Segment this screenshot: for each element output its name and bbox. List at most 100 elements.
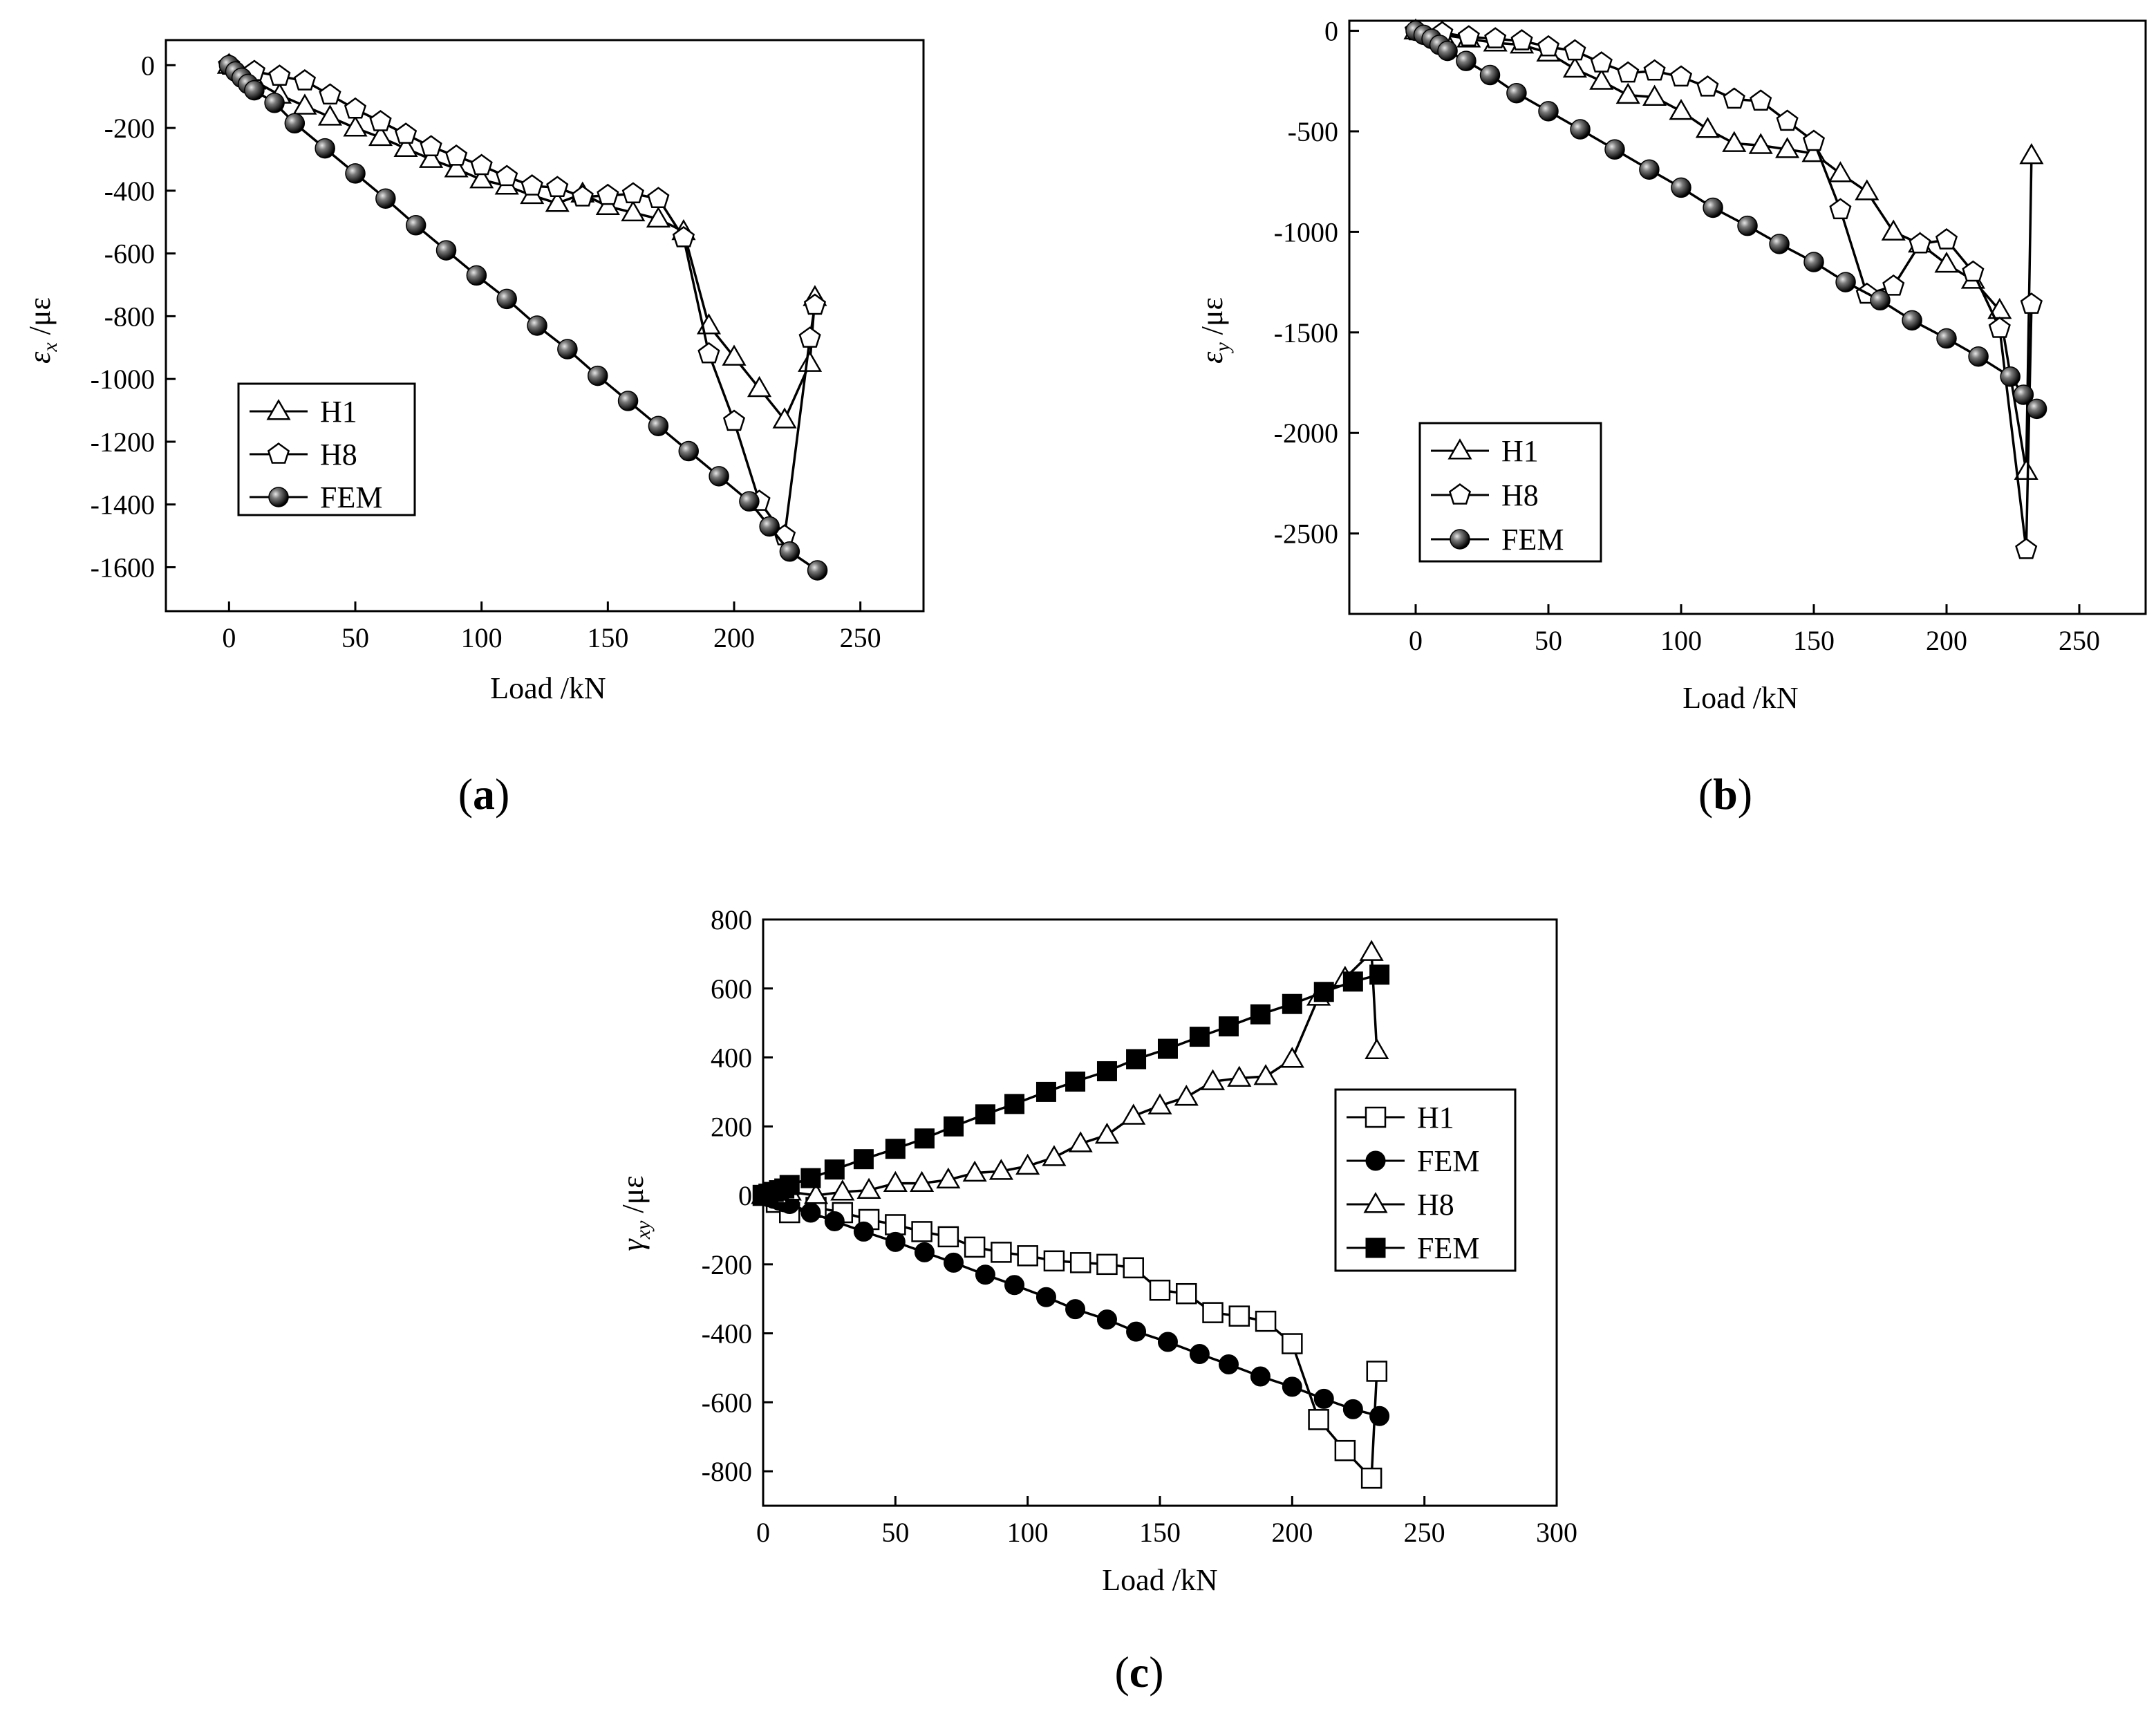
data-point-c-h8 <box>1279 1047 1304 1068</box>
data-point-c-h1 <box>1308 1409 1329 1430</box>
data-point-b-fem <box>1769 234 1790 254</box>
data-point-a-h8 <box>803 293 827 315</box>
legend-label-c: H8 <box>1417 1188 1454 1222</box>
x-tick-label-b: 200 <box>1926 625 1967 656</box>
y-tick-label-c: 200 <box>711 1111 752 1142</box>
data-point-b-fem <box>1835 272 1856 292</box>
data-point-c-h8 <box>883 1170 908 1193</box>
data-point-c-fem <box>1096 1061 1117 1081</box>
data-point-a-fem <box>466 265 487 286</box>
data-point-b-h8 <box>1669 65 1693 87</box>
data-point-a-h8 <box>546 176 569 198</box>
data-point-c-h1 <box>1096 1253 1118 1276</box>
data-point-b-fem <box>1479 64 1501 86</box>
data-point-a-h1 <box>595 194 620 215</box>
data-point-b-fem <box>1437 40 1458 62</box>
data-point-a-h8 <box>798 326 821 348</box>
data-point-b-h8 <box>1776 109 1799 131</box>
data-point-b-fem <box>2013 384 2034 405</box>
series-b-fem-2 <box>1405 20 2047 420</box>
data-point-b-fem <box>1703 197 1723 218</box>
data-point-b-h8 <box>1802 129 1826 151</box>
data-point-c-fem <box>1369 964 1390 985</box>
y-tick-label-c: -400 <box>702 1318 752 1350</box>
data-point-c-h1 <box>1202 1302 1224 1323</box>
legend-box-a <box>237 382 416 516</box>
data-point-a-fem <box>435 240 457 261</box>
data-point-a-h1 <box>621 200 646 222</box>
y-tick-label-a: -800 <box>104 301 155 332</box>
x-tick-label-c: 200 <box>1271 1517 1313 1548</box>
data-point-c-h1 <box>937 1226 959 1248</box>
data-point-c-h1 <box>1360 1467 1382 1489</box>
legend-label-a: FEM <box>320 480 382 514</box>
data-point-a-h8 <box>344 97 367 119</box>
x-tick-label-c: 100 <box>1007 1517 1049 1548</box>
data-point-b-h1 <box>1748 133 1773 154</box>
y-tick-label-b: -1500 <box>1274 317 1338 348</box>
data-point-b-h8 <box>1829 198 1852 220</box>
data-point-b-h8 <box>1962 260 1985 282</box>
x-tick-label-a: 50 <box>341 622 369 653</box>
data-point-b-fem <box>1902 310 1922 331</box>
data-point-c-fem <box>1004 1275 1025 1296</box>
data-point-b-h1 <box>1562 56 1587 78</box>
data-point-c-fem <box>914 1128 935 1149</box>
data-point-c-fem <box>975 1104 995 1125</box>
data-point-c-h8 <box>1174 1084 1199 1106</box>
data-point-a-h8 <box>369 110 392 131</box>
data-point-b-h8 <box>1696 75 1719 97</box>
data-point-c-h8 <box>1068 1131 1093 1152</box>
data-point-c-fem <box>1189 1344 1210 1365</box>
data-point-c-fem <box>779 1175 800 1195</box>
legend-label-a: H1 <box>320 395 357 429</box>
data-point-a-fem <box>557 339 578 360</box>
data-point-a-fem <box>678 440 699 462</box>
chart-panel-a: (a) Load /kN εx /με 0 50 100 150 200 250 0 -200… <box>23 39 925 819</box>
data-point-c-fem <box>1342 971 1363 992</box>
data-point-b-h8 <box>1723 87 1745 109</box>
legend-label-c: FEM <box>1417 1144 1479 1178</box>
data-point-a-h1 <box>646 206 671 228</box>
legend-marker-b-h1 <box>1447 438 1472 460</box>
data-point-b-h1 <box>1881 219 1906 241</box>
data-point-a-fem <box>244 80 265 101</box>
y-tick-label-c: -600 <box>702 1387 752 1418</box>
data-point-a-fem <box>527 315 547 336</box>
data-point-c-h1 <box>964 1236 986 1258</box>
x-tick-label-a: 0 <box>222 622 236 653</box>
legend-marker-a-fem <box>268 487 289 507</box>
data-point-b-h1 <box>1669 98 1694 120</box>
data-point-c-fem <box>944 1116 964 1137</box>
data-point-c-h8 <box>1121 1103 1146 1125</box>
data-point-b-h8 <box>1510 29 1533 50</box>
data-point-b-fem <box>1737 215 1758 236</box>
x-tick-label-c: 50 <box>881 1517 909 1548</box>
legend-label-b: FEM <box>1501 523 1564 557</box>
y-tick-label-a: -1200 <box>91 427 155 458</box>
data-point-b-h8 <box>2020 292 2043 314</box>
data-point-c-h1 <box>885 1214 906 1235</box>
data-point-a-h1 <box>368 124 393 147</box>
y-tick-label-b: -1000 <box>1274 216 1338 248</box>
data-point-b-fem <box>1870 290 1891 311</box>
x-tick-label-b: 150 <box>1793 625 1835 656</box>
data-point-c-h8 <box>988 1159 1013 1180</box>
x-axis-title-b: Load /kN <box>1682 681 1798 715</box>
data-point-c-h1 <box>911 1221 932 1242</box>
y-tick-label-c: 600 <box>711 973 752 1005</box>
data-point-c-fem <box>1218 1016 1239 1037</box>
series-b-h8-1 <box>1404 19 2043 559</box>
data-point-c-fem <box>885 1139 906 1159</box>
plot-frame-b <box>1348 19 2147 615</box>
panel-caption-b: (b) <box>1698 769 1752 819</box>
data-point-a-fem <box>405 215 426 236</box>
data-point-b-h8 <box>1537 35 1560 57</box>
data-point-c-fem <box>853 1149 874 1170</box>
data-point-b-h1 <box>2019 142 2044 165</box>
panel-caption-c: (c) <box>1114 1647 1163 1697</box>
data-point-c-h1 <box>1334 1439 1356 1462</box>
data-point-b-h8 <box>1457 25 1480 46</box>
data-point-b-fem <box>1639 159 1660 180</box>
